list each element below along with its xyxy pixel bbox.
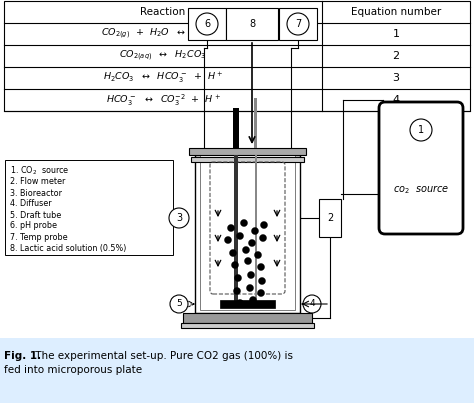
Circle shape <box>257 264 264 270</box>
Circle shape <box>196 13 218 35</box>
Circle shape <box>169 208 189 228</box>
Text: 4. Diffuser: 4. Diffuser <box>10 199 52 208</box>
Text: 3: 3 <box>392 73 400 83</box>
FancyBboxPatch shape <box>379 102 463 234</box>
Text: 4: 4 <box>392 95 400 105</box>
Text: 2. Flow meter: 2. Flow meter <box>10 177 65 187</box>
Bar <box>234 155 238 308</box>
Text: $CO_{2(aq)}$  $\leftrightarrow$  $H_2CO_3$: $CO_{2(aq)}$ $\leftrightarrow$ $H_2CO_3$ <box>119 49 207 63</box>
Circle shape <box>287 13 309 35</box>
Bar <box>220 300 275 308</box>
Circle shape <box>245 258 252 264</box>
Circle shape <box>252 228 258 235</box>
Circle shape <box>229 249 237 256</box>
Bar <box>183 313 312 323</box>
Circle shape <box>261 222 267 229</box>
Circle shape <box>243 247 249 253</box>
Bar <box>279 8 317 40</box>
Circle shape <box>257 289 264 297</box>
Text: 5: 5 <box>176 299 182 309</box>
Text: 1: 1 <box>418 125 424 135</box>
Text: 3: 3 <box>176 213 182 223</box>
Text: fed into microporous plate: fed into microporous plate <box>4 365 142 375</box>
Text: 1. CO$_2$  source: 1. CO$_2$ source <box>10 165 70 177</box>
Text: $HCO_3^-$  $\leftrightarrow$  $CO_3^{-2}$  +  $H^+$: $HCO_3^-$ $\leftrightarrow$ $CO_3^{-2}$ … <box>106 92 220 108</box>
Circle shape <box>255 251 262 258</box>
Bar <box>181 323 314 328</box>
Circle shape <box>237 299 244 307</box>
Bar <box>233 108 239 148</box>
Text: $co_2$  source: $co_2$ source <box>393 184 449 196</box>
Bar <box>4 1 470 111</box>
Text: Fig. 1.: Fig. 1. <box>4 351 41 361</box>
Bar <box>191 157 304 162</box>
Text: 5. Draft tube: 5. Draft tube <box>10 210 61 220</box>
Text: 2: 2 <box>327 213 333 223</box>
Bar <box>319 199 341 237</box>
Circle shape <box>259 235 266 241</box>
Circle shape <box>231 262 238 268</box>
Circle shape <box>170 295 188 313</box>
Circle shape <box>247 272 255 278</box>
Text: 2: 2 <box>392 51 400 61</box>
Circle shape <box>235 274 241 282</box>
Bar <box>255 155 257 308</box>
Circle shape <box>225 237 231 243</box>
Text: Equation number: Equation number <box>351 7 441 17</box>
Bar <box>5 160 173 255</box>
Text: 3. Bioreactor: 3. Bioreactor <box>10 189 62 197</box>
Circle shape <box>303 295 321 313</box>
Circle shape <box>249 297 256 303</box>
Bar <box>0 338 474 403</box>
Bar <box>188 8 226 40</box>
Circle shape <box>234 287 240 295</box>
Circle shape <box>410 119 432 141</box>
Text: 7. Temp probe: 7. Temp probe <box>10 233 68 241</box>
Text: $CO_{2(g)}$  +  $H_2O$  $\leftrightarrow$  $CO_{2(aq)}$: $CO_{2(g)}$ + $H_2O$ $\leftrightarrow$ $… <box>101 27 225 41</box>
Text: Reaction: Reaction <box>140 7 186 17</box>
Text: 8. Lactic acid solution (0.5%): 8. Lactic acid solution (0.5%) <box>10 243 127 253</box>
Text: 4: 4 <box>309 299 315 309</box>
Text: 6: 6 <box>204 19 210 29</box>
Text: The experimental set-up. Pure CO2 gas (100%) is: The experimental set-up. Pure CO2 gas (1… <box>32 351 293 361</box>
Bar <box>255 98 257 148</box>
Circle shape <box>237 233 244 239</box>
Circle shape <box>258 278 265 285</box>
Text: 7: 7 <box>295 19 301 29</box>
Bar <box>226 8 278 40</box>
Circle shape <box>246 285 254 291</box>
Circle shape <box>228 224 235 231</box>
Bar <box>200 155 295 310</box>
Bar <box>195 155 300 313</box>
Text: 8: 8 <box>249 19 255 29</box>
Circle shape <box>248 239 255 247</box>
Text: 6. pH probe: 6. pH probe <box>10 222 57 231</box>
Text: 1: 1 <box>392 29 400 39</box>
Bar <box>189 148 306 155</box>
Circle shape <box>240 220 247 226</box>
Text: $H_2CO_3$  $\leftrightarrow$  $HCO_3^-$  +  $H^+$: $H_2CO_3$ $\leftrightarrow$ $HCO_3^-$ + … <box>103 71 223 85</box>
